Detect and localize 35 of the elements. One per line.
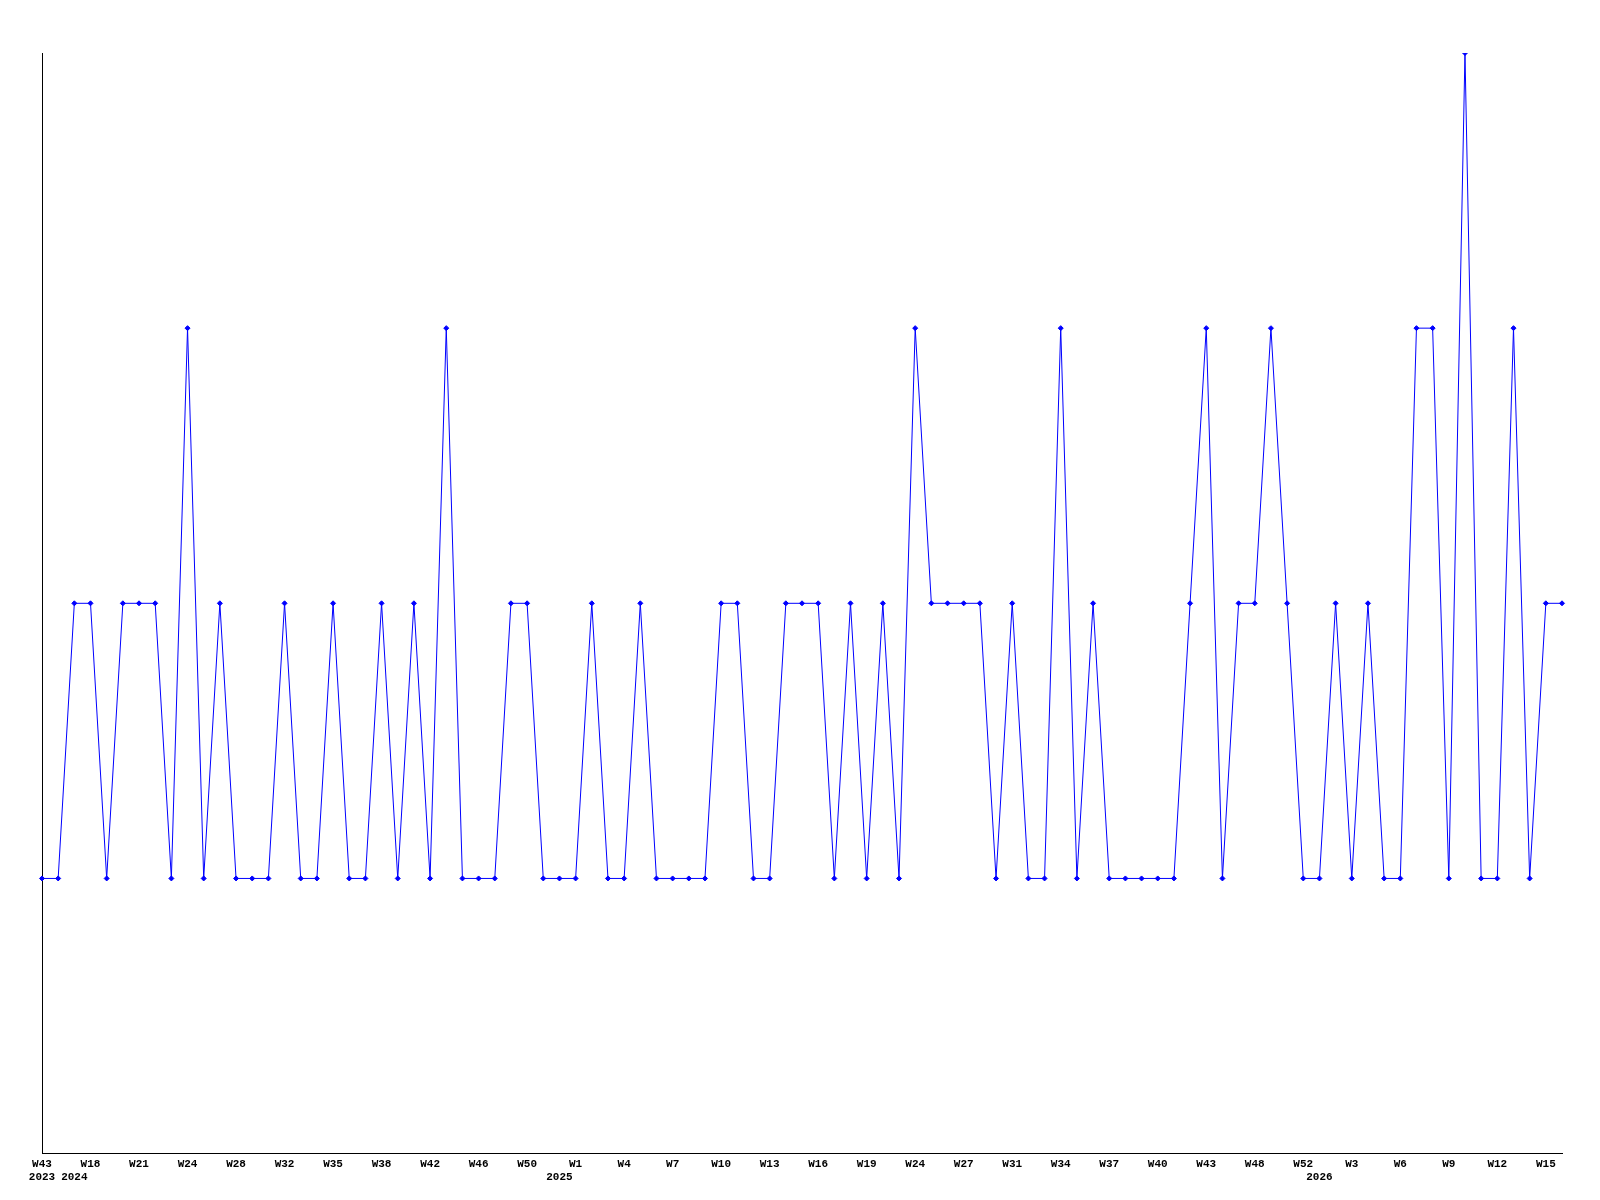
x-tick-label: W35 bbox=[323, 1157, 344, 1170]
x-tick-label: W3 bbox=[1345, 1157, 1359, 1170]
x-tick-label: W43 bbox=[1196, 1157, 1217, 1170]
x-tick-label: W43 2023 bbox=[28, 1157, 56, 1184]
x-tick-label: W32 bbox=[274, 1157, 295, 1170]
x-tick-label: W19 bbox=[856, 1157, 877, 1170]
x-tick-label: 2025 bbox=[546, 1171, 574, 1184]
x-tick-label: W15 bbox=[1535, 1157, 1557, 1170]
x-tick-label: W12 bbox=[1487, 1157, 1508, 1170]
x-tick-label: W9 bbox=[1442, 1157, 1456, 1170]
x-tick-label: W28 bbox=[226, 1157, 247, 1170]
x-tick-label: W42 bbox=[420, 1157, 440, 1170]
x-tick-label: W18 bbox=[80, 1157, 101, 1170]
x-tick-label: W48 bbox=[1244, 1157, 1266, 1170]
x-tick-label: W24 bbox=[905, 1157, 926, 1170]
x-tick-label: W50 bbox=[517, 1157, 538, 1170]
x-tick-label: W10 bbox=[711, 1157, 732, 1170]
x-tick-label: W40 bbox=[1147, 1157, 1168, 1170]
x-tick-label: W6 bbox=[1393, 1157, 1407, 1170]
x-tick-label: W37 bbox=[1099, 1157, 1120, 1170]
x-tick-label: W13 bbox=[759, 1157, 780, 1170]
x-tick-label: W46 bbox=[468, 1157, 489, 1170]
x-tick-label: W16 bbox=[808, 1157, 829, 1170]
x-tick-label: W4 bbox=[617, 1157, 632, 1170]
x-tick-label: W31 bbox=[1002, 1157, 1023, 1170]
x-tick-label: W52 bbox=[1293, 1157, 1314, 1170]
x-tick-label: W24 bbox=[177, 1157, 198, 1170]
x-tick-label: 2024 bbox=[61, 1171, 88, 1184]
x-tick-label: W1 bbox=[569, 1157, 583, 1170]
x-tick-label: W38 bbox=[371, 1157, 392, 1170]
x-tick-label: 2026 bbox=[1306, 1171, 1333, 1184]
x-tick-label: W27 bbox=[953, 1157, 974, 1170]
x-tick-label: W7 bbox=[666, 1157, 680, 1170]
x-tick-label: W21 bbox=[129, 1157, 150, 1170]
x-tick-label: W34 bbox=[1050, 1157, 1072, 1170]
